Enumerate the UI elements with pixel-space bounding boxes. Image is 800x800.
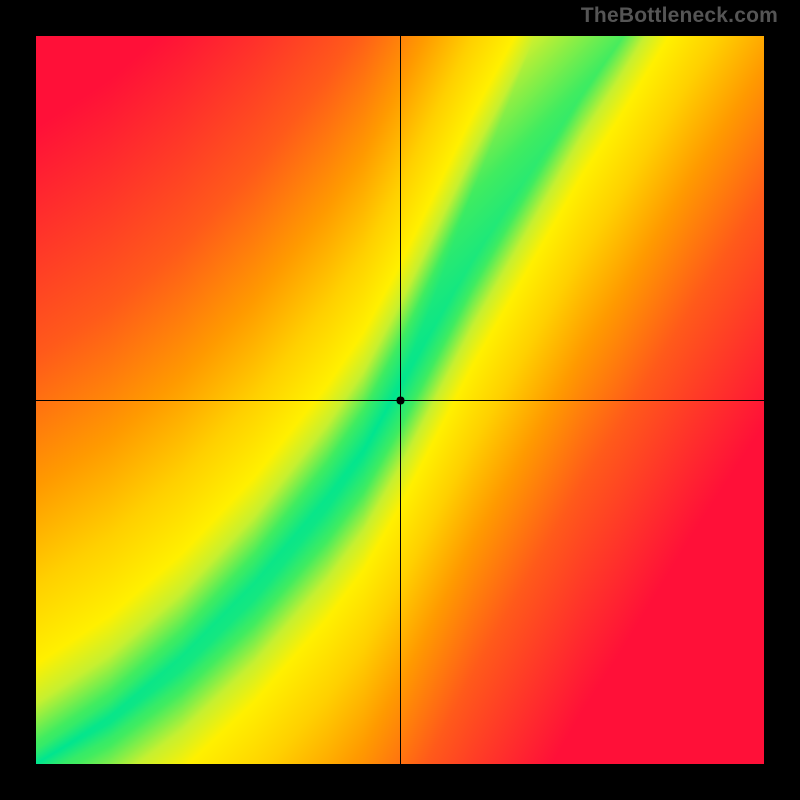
watermark-text: TheBottleneck.com <box>581 4 778 28</box>
bottleneck-heatmap <box>36 36 764 764</box>
chart-container: TheBottleneck.com <box>0 0 800 800</box>
